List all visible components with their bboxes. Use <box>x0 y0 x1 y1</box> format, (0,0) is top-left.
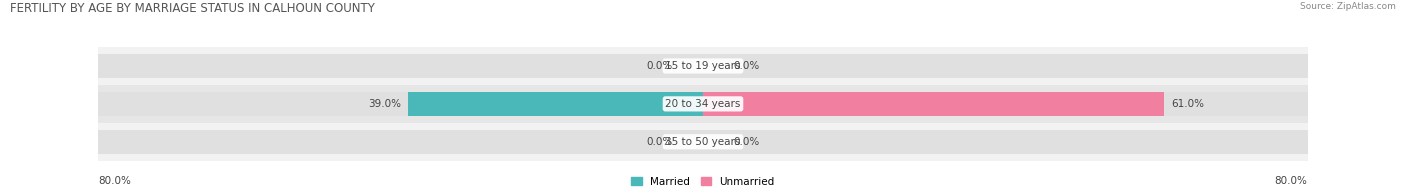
Bar <box>98 123 1308 161</box>
Bar <box>408 92 703 116</box>
Text: 0.0%: 0.0% <box>734 137 759 147</box>
Text: 15 to 19 years: 15 to 19 years <box>665 61 741 71</box>
Text: 20 to 34 years: 20 to 34 years <box>665 99 741 109</box>
Text: FERTILITY BY AGE BY MARRIAGE STATUS IN CALHOUN COUNTY: FERTILITY BY AGE BY MARRIAGE STATUS IN C… <box>10 2 375 15</box>
Text: 80.0%: 80.0% <box>98 176 131 186</box>
Bar <box>98 85 1308 123</box>
Text: 0.0%: 0.0% <box>647 61 672 71</box>
Text: 0.0%: 0.0% <box>647 137 672 147</box>
Text: 35 to 50 years: 35 to 50 years <box>665 137 741 147</box>
Text: 39.0%: 39.0% <box>368 99 401 109</box>
Bar <box>98 54 1308 78</box>
Bar <box>98 130 1308 153</box>
Text: 80.0%: 80.0% <box>1275 176 1308 186</box>
Bar <box>98 92 1308 116</box>
Legend: Married, Unmarried: Married, Unmarried <box>627 172 779 191</box>
Bar <box>98 47 1308 85</box>
Text: 0.0%: 0.0% <box>734 61 759 71</box>
Text: Source: ZipAtlas.com: Source: ZipAtlas.com <box>1301 2 1396 11</box>
Bar <box>703 92 1164 116</box>
Text: 61.0%: 61.0% <box>1171 99 1205 109</box>
